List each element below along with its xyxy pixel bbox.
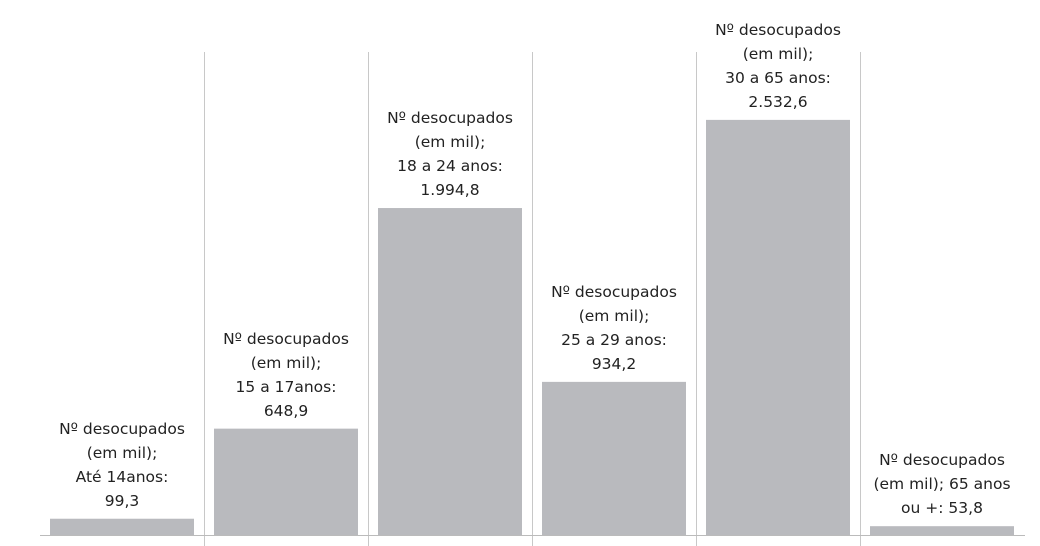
data-label: Nº desocupados (em mil); 18 a 24 anos: 1… bbox=[387, 109, 513, 200]
bar bbox=[50, 518, 194, 535]
bar bbox=[542, 381, 686, 535]
bar bbox=[214, 428, 358, 535]
data-label: Nº desocupados (em mil); 15 a 17anos: 64… bbox=[223, 329, 349, 420]
data-label: Nº desocupados (em mil); 30 a 65 anos: 2… bbox=[715, 20, 841, 111]
data-label: Nº desocupados (em mil); 65 anos ou +: 5… bbox=[873, 451, 1011, 518]
data-label: Nº desocupados (em mil); 25 a 29 anos: 9… bbox=[551, 282, 677, 373]
data-label: Nº desocupados (em mil); Até 14anos: 99,… bbox=[59, 419, 185, 510]
bar bbox=[378, 208, 522, 536]
bar bbox=[706, 119, 850, 535]
bar bbox=[870, 526, 1014, 535]
separators bbox=[40, 52, 1025, 546]
